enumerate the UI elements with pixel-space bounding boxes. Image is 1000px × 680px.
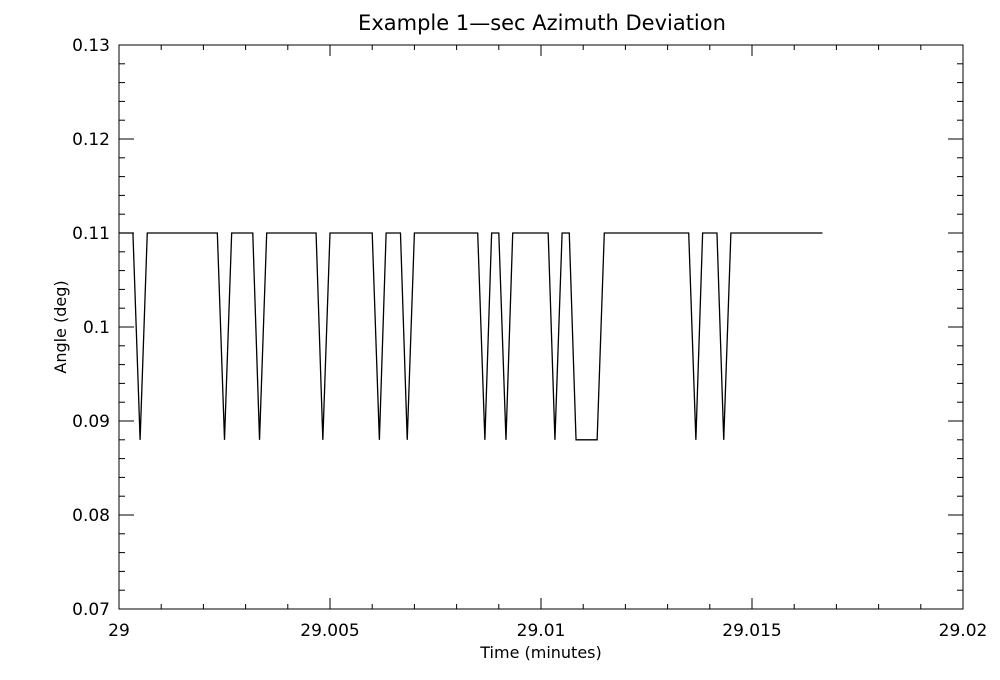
chart-title: Example 1—sec Azimuth Deviation (358, 11, 726, 35)
x-tick-label: 29.01 (517, 621, 566, 641)
major-ticks (118, 44, 964, 610)
x-tick-label: 29 (108, 621, 130, 641)
y-tick-label: 0.12 (72, 130, 110, 150)
y-tick-label: 0.11 (72, 224, 110, 244)
minor-ticks (119, 45, 963, 609)
series-layer (119, 232, 823, 441)
x-tick-label: 29.02 (939, 621, 988, 641)
y-tick-label: 0.13 (72, 36, 110, 56)
y-tick-label: 0.07 (72, 600, 110, 620)
plot-frame (118, 44, 964, 610)
series-line (119, 232, 823, 441)
y-tick-labels: 0.07 0.08 0.09 0.1 0.11 0.12 0.13 (72, 36, 110, 620)
y-tick-label: 0.09 (72, 412, 110, 432)
y-tick-label: 0.1 (83, 318, 110, 338)
x-tick-labels: 29 29.005 29.01 29.015 29.02 (108, 621, 987, 641)
x-tick-label: 29.005 (300, 621, 359, 641)
y-axis-label: Angle (deg) (51, 280, 70, 373)
y-tick-label: 0.08 (72, 506, 110, 526)
x-axis-label: Time (minutes) (479, 643, 602, 662)
x-tick-label: 29.015 (722, 621, 781, 641)
